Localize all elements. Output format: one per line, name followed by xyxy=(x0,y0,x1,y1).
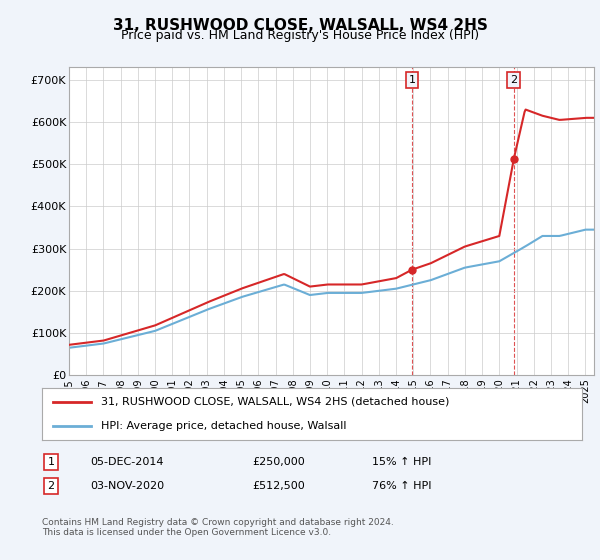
Text: £250,000: £250,000 xyxy=(252,457,305,467)
Text: Price paid vs. HM Land Registry's House Price Index (HPI): Price paid vs. HM Land Registry's House … xyxy=(121,29,479,42)
Text: 15% ↑ HPI: 15% ↑ HPI xyxy=(372,457,431,467)
Text: 05-DEC-2014: 05-DEC-2014 xyxy=(90,457,163,467)
Text: 2: 2 xyxy=(47,481,55,491)
Text: 03-NOV-2020: 03-NOV-2020 xyxy=(90,481,164,491)
Text: 31, RUSHWOOD CLOSE, WALSALL, WS4 2HS (detached house): 31, RUSHWOOD CLOSE, WALSALL, WS4 2HS (de… xyxy=(101,397,450,407)
Text: 76% ↑ HPI: 76% ↑ HPI xyxy=(372,481,431,491)
Text: £512,500: £512,500 xyxy=(252,481,305,491)
Text: HPI: Average price, detached house, Walsall: HPI: Average price, detached house, Wals… xyxy=(101,421,347,431)
Text: 31, RUSHWOOD CLOSE, WALSALL, WS4 2HS: 31, RUSHWOOD CLOSE, WALSALL, WS4 2HS xyxy=(113,18,487,33)
Text: 2: 2 xyxy=(510,75,517,85)
Text: 1: 1 xyxy=(47,457,55,467)
Text: Contains HM Land Registry data © Crown copyright and database right 2024.
This d: Contains HM Land Registry data © Crown c… xyxy=(42,518,394,538)
Text: 1: 1 xyxy=(409,75,415,85)
